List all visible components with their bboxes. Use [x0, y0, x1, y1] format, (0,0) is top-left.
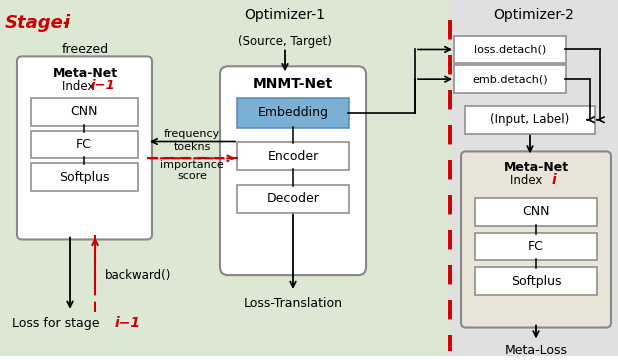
- FancyBboxPatch shape: [465, 106, 595, 134]
- FancyBboxPatch shape: [17, 57, 152, 239]
- FancyBboxPatch shape: [0, 0, 450, 356]
- FancyBboxPatch shape: [31, 98, 138, 126]
- Text: Embedding: Embedding: [258, 106, 329, 119]
- Text: Loss-Translation: Loss-Translation: [243, 297, 342, 310]
- Text: MNMT-Net: MNMT-Net: [253, 77, 333, 91]
- FancyBboxPatch shape: [475, 198, 597, 226]
- FancyBboxPatch shape: [237, 185, 349, 213]
- Text: FC: FC: [76, 138, 92, 151]
- FancyBboxPatch shape: [475, 233, 597, 260]
- Text: score: score: [177, 171, 207, 181]
- Text: i: i: [552, 173, 557, 187]
- FancyBboxPatch shape: [454, 36, 566, 63]
- Text: Optimizer-1: Optimizer-1: [245, 8, 326, 22]
- Text: Meta-Net: Meta-Net: [53, 67, 117, 80]
- Text: Softplus: Softplus: [510, 275, 561, 288]
- Text: Stage-: Stage-: [5, 14, 71, 32]
- Text: Softplus: Softplus: [59, 171, 109, 184]
- Text: (Input, Label): (Input, Label): [490, 113, 570, 126]
- Text: (Source, Target): (Source, Target): [238, 35, 332, 48]
- Text: Index: Index: [62, 80, 98, 93]
- FancyBboxPatch shape: [31, 163, 138, 191]
- FancyBboxPatch shape: [461, 152, 611, 328]
- FancyBboxPatch shape: [237, 143, 349, 170]
- Text: Meta-Net: Meta-Net: [504, 161, 569, 174]
- Text: i−1: i−1: [91, 79, 116, 92]
- Text: toekns: toekns: [173, 143, 211, 153]
- Text: Meta-Loss: Meta-Loss: [504, 345, 567, 357]
- FancyBboxPatch shape: [237, 98, 349, 128]
- Text: freezed: freezed: [61, 44, 109, 57]
- Text: Encoder: Encoder: [268, 150, 319, 163]
- Text: i: i: [63, 14, 69, 32]
- FancyBboxPatch shape: [454, 65, 566, 93]
- FancyBboxPatch shape: [450, 0, 618, 356]
- Text: CNN: CNN: [70, 105, 98, 118]
- Text: CNN: CNN: [522, 205, 550, 218]
- FancyBboxPatch shape: [475, 267, 597, 295]
- Text: Optimizer-2: Optimizer-2: [494, 8, 575, 22]
- Text: backward(): backward(): [105, 269, 171, 282]
- Text: Index: Index: [510, 174, 546, 187]
- Text: Decoder: Decoder: [266, 192, 320, 206]
- FancyBboxPatch shape: [220, 66, 366, 275]
- Text: i−1: i−1: [115, 316, 141, 330]
- Text: FC: FC: [528, 240, 544, 253]
- Text: loss.detach(): loss.detach(): [474, 45, 546, 54]
- FancyBboxPatch shape: [31, 131, 138, 158]
- Text: emb.detach(): emb.detach(): [472, 74, 548, 84]
- Text: importance: importance: [160, 160, 224, 170]
- Text: frequency: frequency: [164, 129, 220, 139]
- Text: Loss for stage: Loss for stage: [12, 317, 103, 330]
